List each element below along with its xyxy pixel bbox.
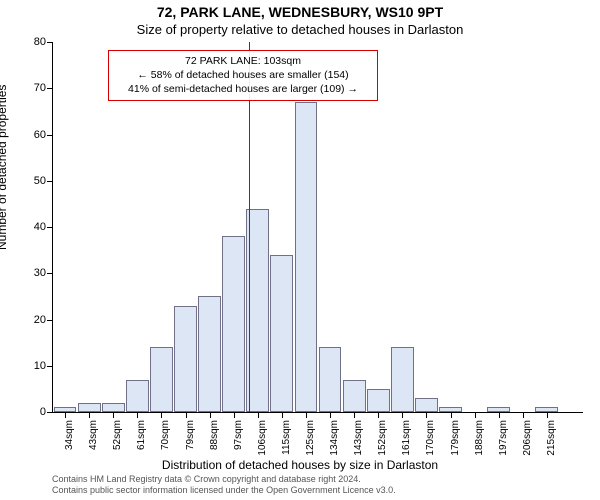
annotation-line2: ← 58% of detached houses are smaller (15… (115, 68, 371, 82)
annotation-line3: 41% of semi-detached houses are larger (… (115, 82, 371, 96)
histogram-bar (391, 347, 414, 412)
x-tick (523, 412, 524, 418)
x-tick (378, 412, 379, 418)
x-tick (186, 412, 187, 418)
y-tick-label: 70 (16, 82, 46, 94)
histogram-bar (222, 236, 245, 412)
x-tick (330, 412, 331, 418)
y-tick (47, 366, 53, 367)
histogram-bar (270, 255, 293, 412)
x-tick (475, 412, 476, 418)
y-tick (47, 88, 53, 89)
y-tick-label: 40 (16, 221, 46, 233)
y-tick-label: 30 (16, 267, 46, 279)
x-tick (161, 412, 162, 418)
attribution-text: Contains HM Land Registry data © Crown c… (52, 474, 396, 496)
y-tick (47, 320, 53, 321)
x-tick (547, 412, 548, 418)
y-tick-label: 0 (16, 406, 46, 418)
y-tick (47, 135, 53, 136)
chart-title-sub: Size of property relative to detached ho… (0, 22, 600, 37)
y-tick-label: 10 (16, 360, 46, 372)
y-tick (47, 181, 53, 182)
y-tick-label: 20 (16, 314, 46, 326)
histogram-bar (319, 347, 342, 412)
histogram-bar (295, 102, 318, 412)
histogram-bar (198, 296, 221, 412)
attribution-line2: Contains public sector information licen… (52, 485, 396, 496)
y-tick (47, 227, 53, 228)
chart-title-main: 72, PARK LANE, WEDNESBURY, WS10 9PT (0, 4, 600, 20)
plot-area: 72 PARK LANE: 103sqm← 58% of detached ho… (52, 42, 583, 413)
x-tick (210, 412, 211, 418)
x-tick (426, 412, 427, 418)
x-tick (499, 412, 500, 418)
histogram-bar (150, 347, 173, 412)
x-tick (113, 412, 114, 418)
y-axis-label: Number of detached properties (0, 85, 9, 250)
x-tick (354, 412, 355, 418)
x-tick (65, 412, 66, 418)
histogram-bar (102, 403, 125, 412)
x-tick (306, 412, 307, 418)
y-tick-label: 60 (16, 129, 46, 141)
x-tick (282, 412, 283, 418)
y-tick (47, 42, 53, 43)
y-tick-label: 50 (16, 175, 46, 187)
y-tick-label: 80 (16, 36, 46, 48)
chart-container: 72, PARK LANE, WEDNESBURY, WS10 9PT Size… (0, 0, 600, 500)
histogram-bar (343, 380, 366, 412)
histogram-bar (78, 403, 101, 412)
histogram-bar (126, 380, 149, 412)
histogram-bar (415, 398, 438, 412)
attribution-line1: Contains HM Land Registry data © Crown c… (52, 474, 396, 485)
x-tick (89, 412, 90, 418)
annotation-line1: 72 PARK LANE: 103sqm (115, 54, 371, 68)
x-tick (137, 412, 138, 418)
x-axis-label: Distribution of detached houses by size … (0, 458, 600, 472)
y-tick (47, 273, 53, 274)
x-tick (258, 412, 259, 418)
x-tick (451, 412, 452, 418)
histogram-bar (174, 306, 197, 412)
annotation-box: 72 PARK LANE: 103sqm← 58% of detached ho… (108, 50, 378, 101)
histogram-bar (367, 389, 390, 412)
x-tick (402, 412, 403, 418)
y-tick (47, 412, 53, 413)
x-tick (234, 412, 235, 418)
